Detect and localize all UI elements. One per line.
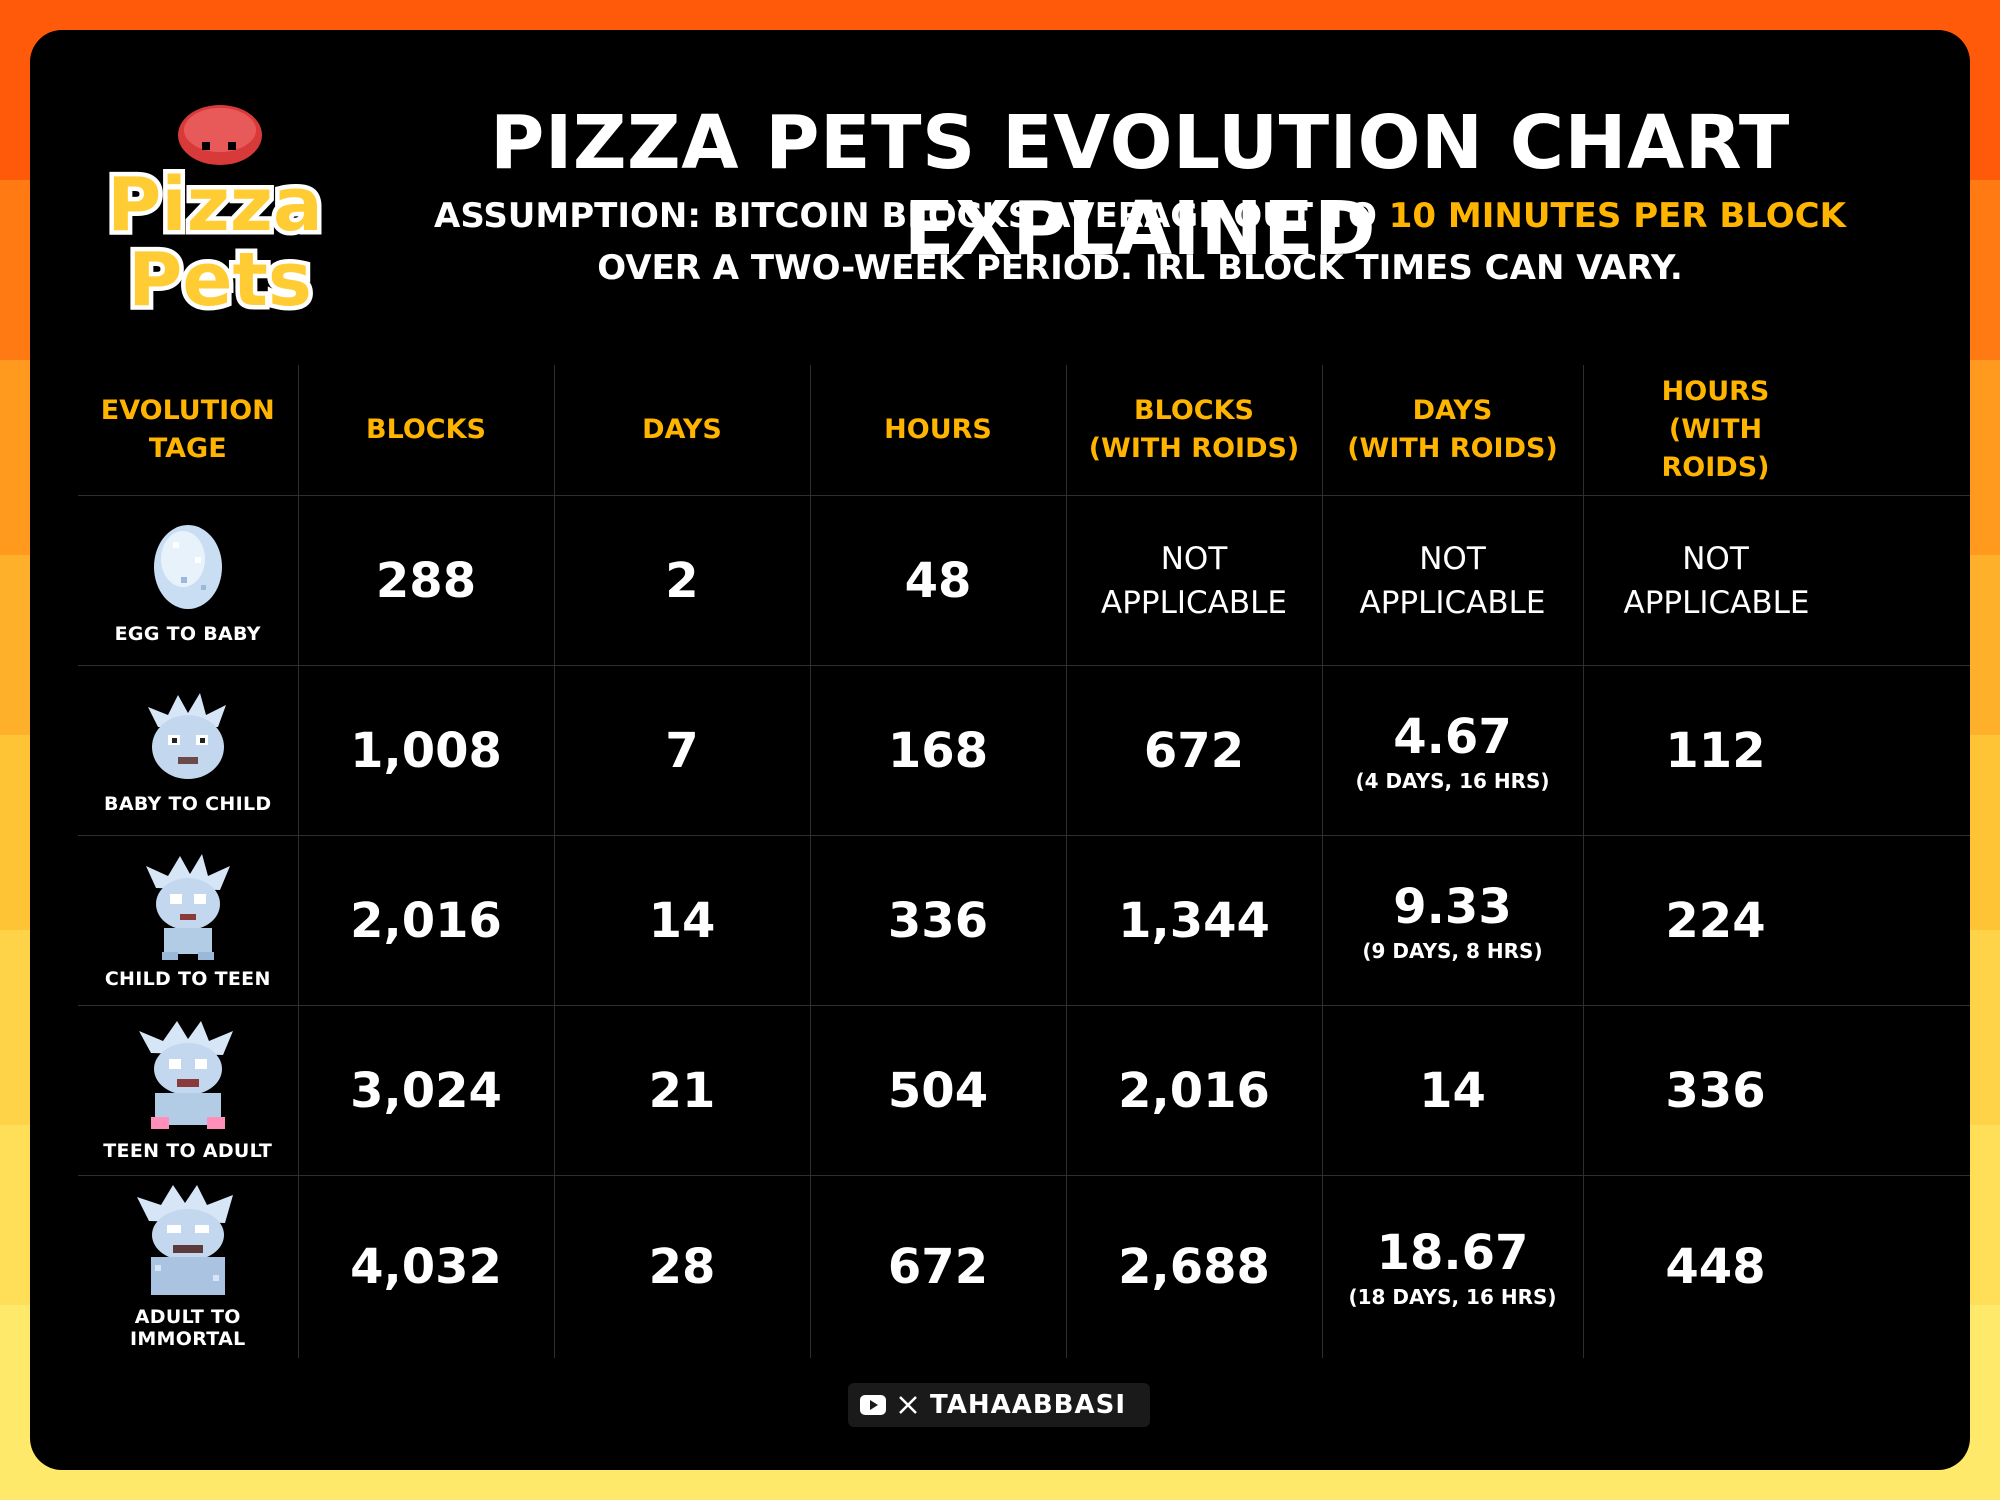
roid-blocks-cell: 1,344	[1065, 835, 1323, 1006]
social-handle-badge[interactable]: TAHAABBASI	[848, 1383, 1150, 1427]
roid-hours-cell: 336	[1582, 1005, 1970, 1176]
stage-cell: TEEN TO ADULT	[78, 1005, 299, 1176]
logo-text-pets: Pets	[128, 237, 312, 323]
hours-cell: 336	[809, 835, 1067, 1006]
chart-panel: Pizza Pets PIZZA PETS EVOLUTION CHART EX…	[30, 30, 1970, 1470]
adult-pet-icon	[136, 1184, 233, 1295]
header-row: EVOLUTION TAGE BLOCKS DAYS HOURS BLOCKS (W…	[78, 365, 1970, 496]
pizza-pets-logo: Pizza Pets	[103, 105, 327, 328]
hours-cell: 504	[809, 1005, 1067, 1176]
subtitle-prefix: ASSUMPTION: BITCOIN BLOCKS AVERAGE OUT T…	[434, 196, 1389, 236]
logo-text-pizza: Pizza	[107, 162, 323, 248]
table-row: EGG TO BABY 288 2 48 NOT APPLICABLE NOT AP…	[78, 495, 1970, 666]
roid-hours-cell: 112	[1582, 665, 1970, 836]
header-stage: EVOLUTION TAGE	[78, 365, 299, 496]
teen-pet-icon	[138, 1021, 233, 1129]
blocks-cell: 4,032	[297, 1175, 555, 1358]
blocks-cell: 2,016	[297, 835, 555, 1006]
days-cell: 7	[553, 665, 811, 836]
social-handle: TAHAABBASI	[930, 1390, 1126, 1420]
stage-cell: ADULT TO IMMORTAL	[78, 1175, 299, 1358]
table-row: ADULT TO IMMORTAL 4,032 28 672 2,688 18.…	[78, 1175, 1970, 1358]
stage-label: TEEN TO ADULT	[103, 1140, 273, 1162]
days-cell: 2	[553, 495, 811, 666]
child-pet-icon	[145, 853, 230, 960]
egg-icon	[153, 524, 222, 609]
header-days: DAYS	[553, 365, 811, 496]
roid-blocks-cell: 2,688	[1065, 1175, 1323, 1358]
hours-cell: 48	[809, 495, 1067, 666]
table-row: BABY TO CHILD 1,008 7 168 672 4.67 (4 DAY…	[78, 665, 1970, 836]
roid-days-cell: 9.33 (9 DAYS, 8 HRS)	[1321, 835, 1584, 1006]
subtitle-line1: ASSUMPTION: BITCOIN BLOCKS AVERAGE OUT T…	[330, 190, 1950, 242]
roid-days-cell: NOT APPLICABLE	[1321, 495, 1584, 666]
roid-blocks-cell: NOT APPLICABLE	[1065, 495, 1323, 666]
baby-pet-icon	[147, 692, 226, 779]
stage-label: EGG TO BABY	[114, 622, 261, 645]
blocks-cell: 288	[297, 495, 555, 666]
subtitle-highlight: 10 MINUTES PER BLOCK	[1388, 196, 1846, 236]
header-blocks: BLOCKS	[297, 365, 555, 496]
roid-hours-cell: 448	[1582, 1175, 1970, 1358]
stage-label: CHILD TO TEEN	[104, 967, 271, 990]
stage-label: ADULT TO IMMORTAL	[129, 1305, 246, 1350]
roid-hours-cell: NOT APPLICABLE	[1582, 495, 1970, 666]
table-row: TEEN TO ADULT 3,024 21 504 2,016 14 336	[78, 1005, 1970, 1176]
days-cell: 21	[553, 1005, 811, 1176]
header-roid-hours: HOURS (WITH ROIDS)	[1582, 365, 1970, 496]
roid-days-cell: 14	[1321, 1005, 1584, 1176]
subtitle: ASSUMPTION: BITCOIN BLOCKS AVERAGE OUT T…	[330, 190, 1950, 294]
stage-label: BABY TO CHILD	[104, 792, 272, 815]
blocks-cell: 3,024	[297, 1005, 555, 1176]
evolution-table: EVOLUTION TAGE BLOCKS DAYS HOURS BLOCKS (W…	[78, 365, 1970, 1358]
hours-cell: 672	[809, 1175, 1067, 1358]
days-cell: 28	[553, 1175, 811, 1358]
roid-blocks-cell: 2,016	[1065, 1005, 1323, 1176]
days-cell: 14	[553, 835, 811, 1006]
youtube-icon	[860, 1395, 886, 1415]
stage-cell: BABY TO CHILD	[78, 665, 299, 836]
header-roid-days: DAYS (WITH ROIDS)	[1321, 365, 1584, 496]
roid-days-cell: 4.67 (4 DAYS, 16 HRS)	[1321, 665, 1584, 836]
header-hours: HOURS	[809, 365, 1067, 496]
header-roid-blocks: BLOCKS (WITH ROIDS)	[1065, 365, 1323, 496]
stage-cell: CHILD TO TEEN	[78, 835, 299, 1006]
hours-cell: 168	[809, 665, 1067, 836]
roid-blocks-cell: 672	[1065, 665, 1323, 836]
subtitle-line2: OVER A TWO-WEEK PERIOD. IRL BLOCK TIMES …	[597, 248, 1683, 288]
x-icon	[899, 1396, 917, 1414]
roid-hours-cell: 224	[1582, 835, 1970, 1006]
table-row: CHILD TO TEEN 2,016 14 336 1,344 9.33 (9 …	[78, 835, 1970, 1006]
page-title: PIZZA PETS EVOLUTION CHART EXPLAINED	[490, 100, 1790, 272]
roid-days-cell: 18.67 (18 DAYS, 16 HRS)	[1321, 1175, 1584, 1358]
stage-cell: EGG TO BABY	[78, 495, 299, 666]
blocks-cell: 1,008	[297, 665, 555, 836]
